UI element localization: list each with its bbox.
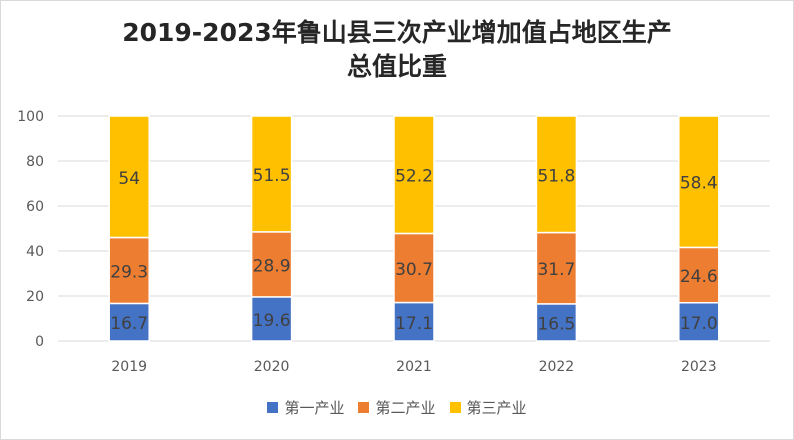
y-tick-label: 0 [35,334,44,350]
data-label: 28.9 [253,256,291,276]
data-label: 54 [118,169,140,189]
bar-segment [393,115,435,235]
bar-segment [393,301,435,342]
y-tick-label: 40 [26,244,44,260]
y-tick-label: 20 [26,289,44,305]
data-label: 29.3 [110,262,148,282]
data-label: 52.2 [395,167,433,187]
bar-segment [108,115,150,239]
bar-segment [250,115,293,233]
legend-label: 第二产业 [375,399,436,417]
data-label: 30.7 [395,260,433,280]
bar-segment [250,231,293,298]
data-label: 51.8 [537,166,575,186]
x-tick-label: 2021 [396,359,432,375]
chart-title-line-1: 2019-2023年鲁山县三次产业增加值占地区生产 [122,18,672,47]
legend-label: 第三产业 [466,399,527,417]
x-tick-label: 2022 [539,359,575,375]
bar-segment [535,303,578,342]
data-label: 16.7 [110,314,148,334]
chart-legend: 第一产业 第二产业 第三产业 [0,397,794,418]
chart-title: 2019-2023年鲁山县三次产业增加值占地区生产 总值比重 [0,16,794,84]
legend-swatch [358,402,370,413]
x-tick-label: 2023 [681,359,717,375]
data-label: 17.0 [680,314,718,334]
y-tick-label: 100 [17,109,44,125]
y-tick-label: 60 [26,199,44,215]
bar-segment [678,115,720,249]
x-tick-label: 2019 [111,359,147,375]
data-label: 16.5 [537,314,575,334]
data-label: 17.1 [395,314,433,334]
bar-segment [678,246,720,304]
legend-label: 第一产业 [284,399,345,417]
data-label: 31.7 [537,260,575,280]
y-tick-label: 80 [26,154,44,170]
chart-title-line-2: 总值比重 [346,52,447,81]
legend-item: 第二产业 [358,397,436,418]
legend-item: 第三产业 [449,397,527,418]
data-label: 19.6 [253,311,291,331]
bar-segment [535,115,578,234]
data-label: 51.5 [253,166,291,186]
legend-item: 第一产业 [267,397,344,418]
x-tick-label: 2020 [254,359,290,375]
bar-segment [250,296,293,342]
data-label: 58.4 [680,174,718,194]
bar-segment [535,231,578,305]
legend-swatch [267,402,279,413]
bar-segment [678,302,720,342]
data-label: 24.6 [680,267,718,287]
legend-swatch [449,402,461,413]
